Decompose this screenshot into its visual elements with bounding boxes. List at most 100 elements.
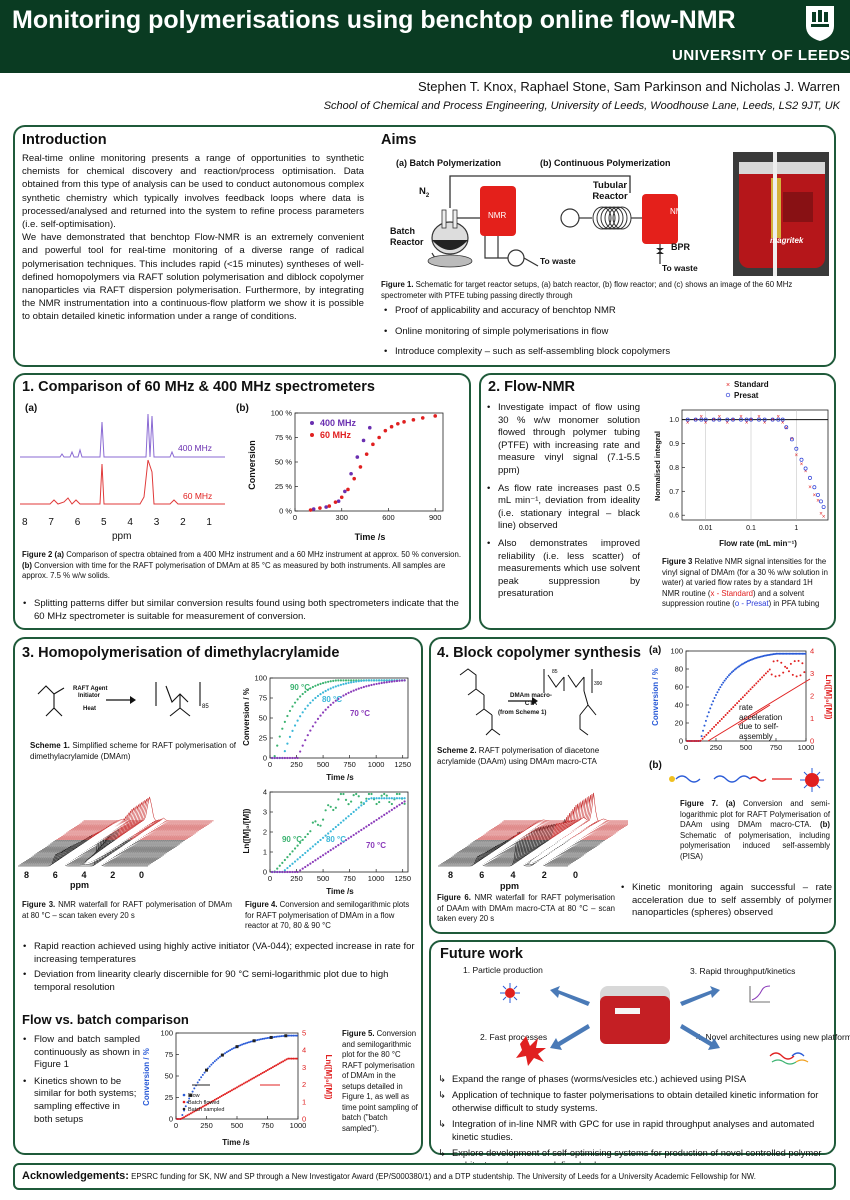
data-point bbox=[342, 694, 345, 697]
data-point bbox=[747, 690, 750, 693]
data-point bbox=[329, 830, 332, 833]
data-point bbox=[802, 652, 805, 655]
x-axis-label: Time /s bbox=[222, 1138, 250, 1147]
data-point bbox=[704, 719, 707, 722]
data-point bbox=[385, 797, 388, 800]
data-point bbox=[702, 729, 705, 732]
data-point bbox=[179, 1118, 182, 1120]
data-point bbox=[383, 792, 386, 796]
data-point bbox=[735, 667, 738, 670]
data-point bbox=[291, 862, 294, 865]
tick-label: 0 % bbox=[279, 507, 292, 516]
s3-title: 3. Homopolymerisation of dimethylacrylam… bbox=[22, 645, 340, 661]
data-point bbox=[726, 712, 729, 715]
data-point: × bbox=[704, 420, 708, 426]
scheme2-caption: Scheme 2. RAFT polymerisation of diaceto… bbox=[437, 746, 600, 766]
data-point bbox=[706, 715, 709, 718]
data-point bbox=[263, 1070, 266, 1073]
data-point bbox=[729, 672, 732, 675]
data-point bbox=[699, 417, 704, 422]
data-point bbox=[269, 1035, 273, 1039]
tick-label: 0 bbox=[679, 737, 683, 746]
data-point bbox=[398, 679, 401, 682]
data-point bbox=[253, 1076, 256, 1079]
data-point bbox=[713, 697, 716, 700]
data-point bbox=[293, 870, 297, 874]
data-point bbox=[319, 855, 322, 858]
data-point bbox=[343, 489, 347, 494]
data-point bbox=[304, 865, 307, 869]
data-point bbox=[350, 800, 353, 803]
fig5-flow-batch-chart: 0 250 500 750 10000255075100012345FlowBatch … bbox=[142, 1029, 333, 1148]
y-axis-label: Conversion / % bbox=[142, 1048, 151, 1106]
data-point bbox=[327, 850, 330, 853]
data-point bbox=[288, 853, 292, 856]
data-point bbox=[390, 802, 393, 806]
data-point bbox=[225, 1092, 228, 1095]
data-point bbox=[403, 679, 406, 682]
data-point bbox=[347, 837, 350, 840]
data-point bbox=[762, 417, 767, 422]
data-point bbox=[357, 687, 360, 690]
data-point bbox=[357, 830, 360, 833]
data-point bbox=[198, 1107, 201, 1110]
data-point bbox=[333, 500, 338, 504]
data-point bbox=[184, 1115, 187, 1118]
data-point bbox=[403, 797, 406, 800]
data-point bbox=[283, 869, 286, 872]
data-point bbox=[218, 1055, 221, 1058]
data-point bbox=[295, 1057, 298, 1060]
data-point bbox=[311, 860, 314, 864]
data-point bbox=[299, 841, 302, 844]
data-point bbox=[217, 1057, 220, 1060]
data-point bbox=[388, 800, 391, 804]
data-point bbox=[232, 1088, 235, 1091]
data-point bbox=[380, 794, 383, 797]
data-point bbox=[321, 691, 325, 694]
data-point bbox=[291, 729, 294, 732]
tick-label: 25 bbox=[165, 1093, 173, 1102]
header-bar bbox=[0, 0, 850, 73]
data-point bbox=[355, 455, 360, 459]
s1-bullet: Splitting patterns differ but similar co… bbox=[22, 598, 464, 623]
data-point bbox=[764, 672, 767, 675]
data-point bbox=[785, 652, 788, 655]
legend-marker bbox=[725, 392, 731, 398]
data-point: × bbox=[822, 515, 826, 521]
waterfall-trace bbox=[498, 796, 628, 825]
data-point: × bbox=[763, 420, 767, 426]
data-point bbox=[286, 756, 289, 760]
data-point bbox=[306, 849, 309, 852]
data-point bbox=[212, 1099, 215, 1102]
data-point bbox=[258, 1038, 261, 1041]
data-point bbox=[703, 417, 708, 422]
tick-label: 2 bbox=[263, 828, 267, 837]
data-point bbox=[761, 676, 764, 679]
tick-label: 300 bbox=[335, 513, 348, 522]
data-point bbox=[184, 1105, 187, 1108]
data-point bbox=[352, 476, 356, 481]
tick-label: 250 bbox=[710, 743, 723, 752]
s2-bullets: Investigate impact of flow using 30 % w/… bbox=[486, 402, 640, 604]
data-point bbox=[400, 679, 404, 682]
tick-label: 2 bbox=[302, 1080, 306, 1089]
y-axis-label: Conversion / % bbox=[651, 668, 660, 726]
data-point bbox=[293, 847, 297, 850]
data-point bbox=[314, 843, 317, 846]
tick-label: 0 bbox=[268, 760, 272, 769]
aims-title: Aims bbox=[381, 132, 417, 148]
data-point bbox=[797, 659, 800, 662]
data-point bbox=[280, 1035, 283, 1038]
data-point bbox=[311, 699, 314, 702]
data-point bbox=[296, 756, 299, 760]
data-point bbox=[377, 435, 381, 440]
tick-label: 4 bbox=[263, 788, 267, 797]
data-point bbox=[306, 688, 309, 692]
data-point bbox=[324, 809, 327, 812]
tick-label: 900 bbox=[429, 513, 442, 522]
data-point bbox=[205, 1068, 208, 1072]
reactor-schematic bbox=[427, 175, 678, 268]
data-point bbox=[337, 844, 340, 847]
data-point bbox=[402, 420, 406, 424]
data-point bbox=[350, 679, 353, 682]
